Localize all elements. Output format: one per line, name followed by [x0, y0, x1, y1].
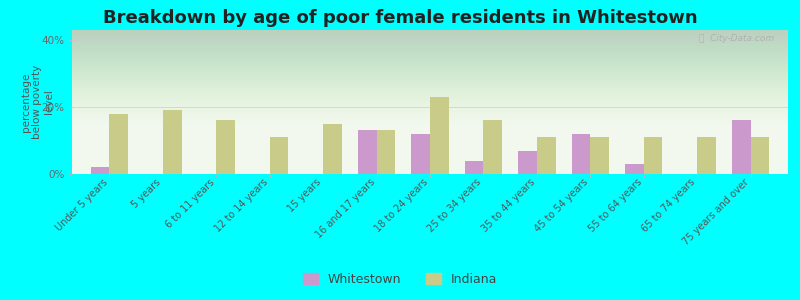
Bar	[518, 151, 537, 174]
Bar	[537, 137, 555, 174]
Text: 5 years: 5 years	[130, 177, 163, 210]
Text: Breakdown by age of poor female residents in Whitestown: Breakdown by age of poor female resident…	[102, 9, 698, 27]
Bar	[625, 164, 644, 174]
Bar	[430, 97, 449, 174]
Bar	[750, 137, 770, 174]
Bar	[377, 130, 395, 174]
Bar	[483, 120, 502, 174]
Bar	[323, 124, 342, 174]
Text: 35 to 44 years: 35 to 44 years	[480, 177, 537, 234]
Bar	[216, 120, 235, 174]
Text: 15 years: 15 years	[286, 177, 323, 214]
Text: 65 to 74 years: 65 to 74 years	[640, 177, 697, 234]
Bar	[697, 137, 716, 174]
Text: 55 to 64 years: 55 to 64 years	[586, 177, 644, 234]
Text: Under 5 years: Under 5 years	[54, 177, 110, 233]
Bar	[571, 134, 590, 174]
Bar	[465, 160, 483, 174]
Bar	[358, 130, 377, 174]
Y-axis label: percentage
below poverty
level: percentage below poverty level	[21, 65, 54, 139]
Legend: Whitestown, Indiana: Whitestown, Indiana	[298, 268, 502, 291]
Bar	[644, 137, 662, 174]
Text: 16 and 17 years: 16 and 17 years	[314, 177, 377, 240]
Bar	[411, 134, 430, 174]
Text: 6 to 11 years: 6 to 11 years	[164, 177, 216, 230]
Text: 25 to 34 years: 25 to 34 years	[426, 177, 483, 234]
Bar	[590, 137, 609, 174]
Text: 18 to 24 years: 18 to 24 years	[373, 177, 430, 234]
Text: ⓘ  City-Data.com: ⓘ City-Data.com	[698, 34, 774, 43]
Bar	[110, 114, 128, 174]
Text: 45 to 54 years: 45 to 54 years	[533, 177, 590, 234]
Bar	[163, 110, 182, 174]
Bar	[732, 120, 750, 174]
Text: 12 to 14 years: 12 to 14 years	[213, 177, 270, 234]
Bar	[90, 167, 110, 174]
Text: 75 years and over: 75 years and over	[681, 177, 750, 247]
Bar	[270, 137, 289, 174]
